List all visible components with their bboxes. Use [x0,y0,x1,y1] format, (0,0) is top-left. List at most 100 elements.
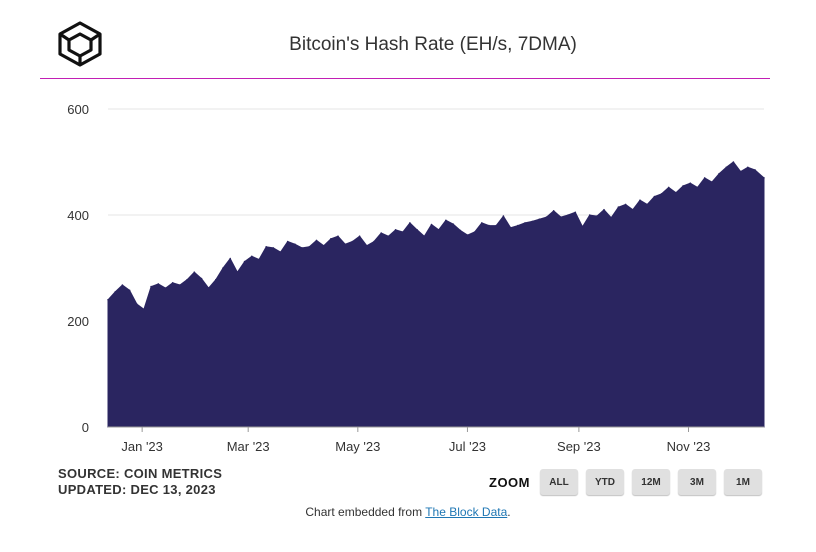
data-point [538,218,541,220]
data-point [107,299,109,301]
data-point [639,199,641,201]
x-tick-label: Jul '23 [449,439,486,454]
data-point [186,278,188,281]
data-point [344,243,347,245]
data-point [689,182,692,184]
data-point [265,246,268,248]
data-point [243,260,246,263]
data-point [387,235,390,237]
data-point [524,222,526,224]
data-point [488,224,490,227]
data-point [423,235,426,237]
embed-suffix: . [507,505,511,519]
data-point [747,166,749,169]
data-point [624,203,627,206]
data-point [128,289,131,292]
data-point [251,255,253,258]
data-point [517,224,519,227]
data-point [272,247,275,249]
data-point [430,223,433,226]
embed-credit: Chart embedded from The Block Data. [0,505,816,519]
cube-logo-icon[interactable] [56,20,104,68]
data-point [646,203,648,206]
data-point [495,224,498,227]
data-point [660,193,663,195]
data-point [366,244,368,247]
source-label: SOURCE: COIN METRICS [58,466,223,481]
data-point [150,285,152,288]
data-point [157,283,160,285]
x-tick-label: Sep '23 [557,439,601,454]
hash-rate-chart[interactable]: 0 200 400 600 Jan '23 Mar '23 May '23 Jul '23 Se… [0,80,816,465]
data-point [301,247,303,249]
data-point [466,234,469,236]
data-point [574,211,577,214]
data-point [667,186,670,189]
data-point [279,251,282,253]
data-point [459,229,462,232]
data-point [502,215,505,217]
data-point [136,303,138,305]
data-point [509,226,512,229]
data-point [445,219,447,222]
data-point [718,172,720,175]
data-point [373,240,375,243]
data-point [322,244,325,247]
data-point [358,235,361,237]
data-point [552,210,555,212]
data-point [732,161,735,163]
y-tick-label: 200 [67,314,89,329]
source-info: SOURCE: COIN METRICS UPDATED: DEC 13, 20… [58,466,222,498]
data-point [402,231,404,233]
data-point [193,271,196,274]
data-point [675,191,677,194]
data-point [351,240,354,243]
zoom-1m-button[interactable]: 1M [724,469,762,495]
data-point [596,215,598,217]
data-point [229,257,231,260]
data-point [567,214,569,216]
embed-prefix: Chart embedded from [305,505,426,519]
x-tick-label: Nov '23 [667,439,711,454]
data-point [711,181,713,183]
x-tick-label: Mar '23 [227,439,270,454]
zoom-label: ZOOM [489,474,530,490]
data-point [473,231,476,233]
data-point [286,240,289,243]
data-point [308,246,311,248]
data-point [763,177,765,179]
zoom-ytd-button[interactable]: YTD [586,469,624,495]
data-point [236,271,239,274]
data-point [452,223,454,225]
data-point [696,186,699,189]
data-point [164,287,167,289]
x-tick-label: Jan '23 [121,439,163,454]
data-point [171,282,174,284]
data-point [222,267,224,269]
data-point [682,185,684,187]
data-point [294,243,296,245]
data-point [754,169,756,171]
data-point [315,239,318,242]
zoom-all-button[interactable]: ALL [540,469,578,495]
data-point [258,258,260,261]
data-point [114,291,116,293]
x-tick-label: May '23 [335,439,380,454]
y-tick-label: 400 [67,208,89,223]
the-block-data-link[interactable]: The Block Data [425,505,508,519]
data-point [416,229,418,231]
data-point [437,229,440,231]
updated-label: UPDATED: DEC 13, 2023 [58,482,216,497]
data-point [143,308,145,311]
data-point [207,287,210,289]
zoom-3m-button[interactable]: 3M [678,469,716,495]
title-divider [40,78,770,79]
data-point [739,170,742,173]
y-tick-label: 0 [82,420,89,435]
data-point [394,229,397,231]
chart-title: Bitcoin's Hash Rate (EH/s, 7DMA) [289,34,577,55]
data-point [545,216,548,218]
zoom-12m-button[interactable]: 12M [632,469,670,495]
data-point [653,195,656,198]
data-point [179,284,181,286]
